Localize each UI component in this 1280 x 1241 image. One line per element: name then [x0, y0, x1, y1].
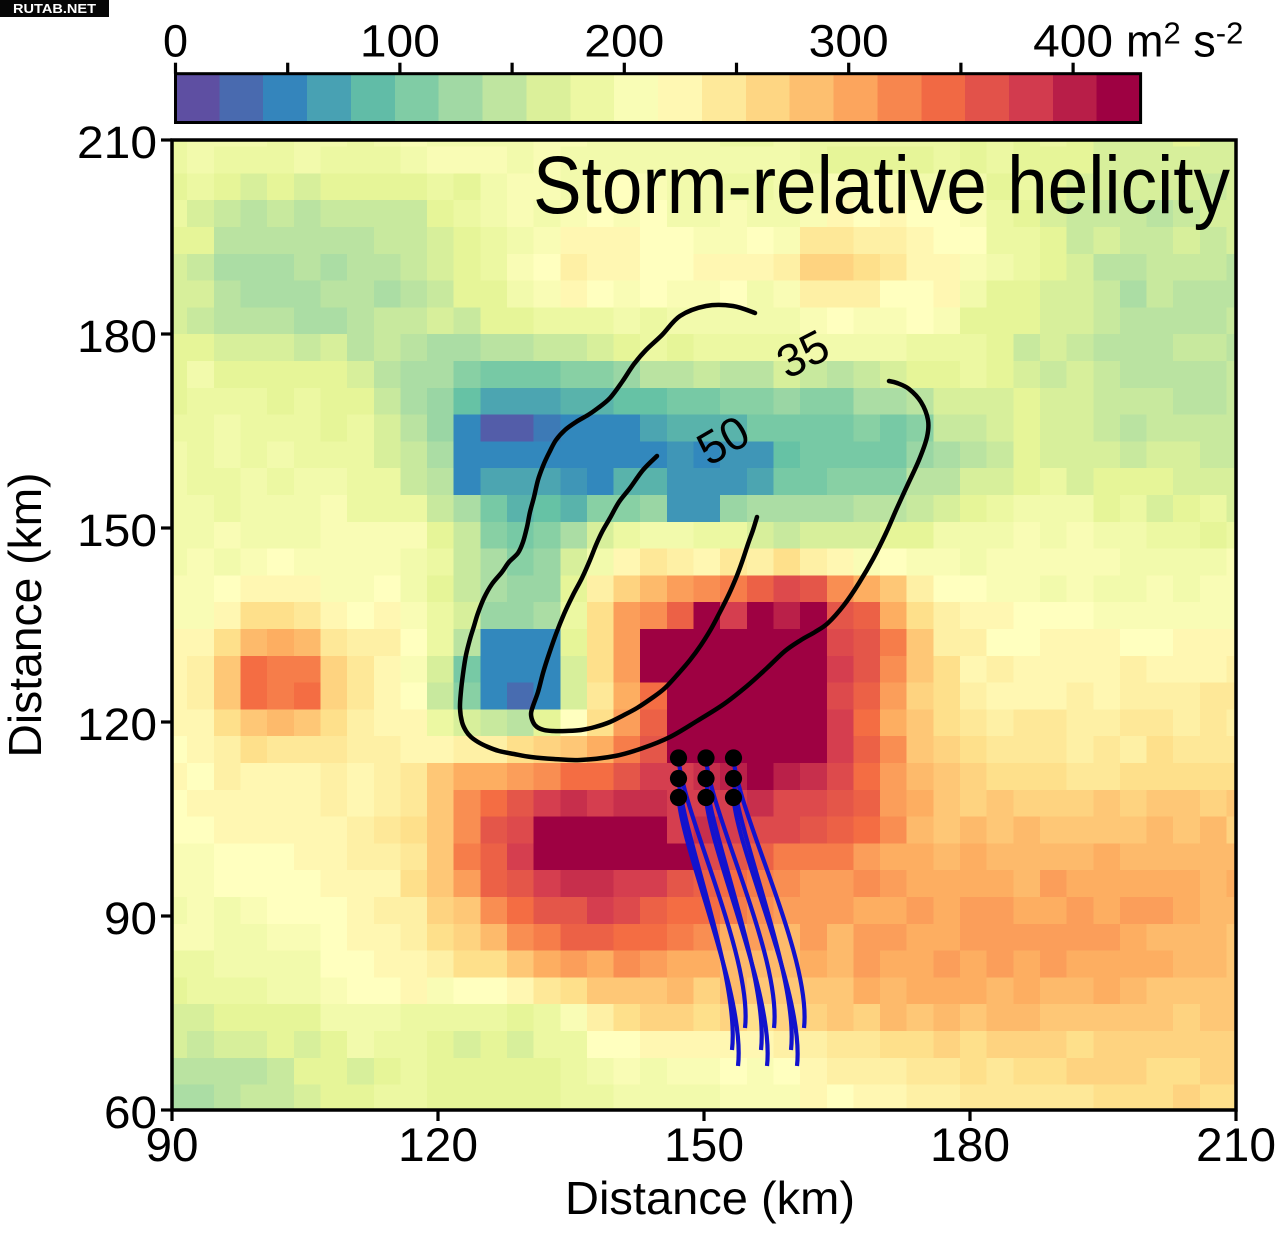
svg-text:60: 60 [104, 1087, 157, 1138]
svg-text:Distance (km): Distance (km) [0, 473, 51, 758]
svg-text:90: 90 [146, 1118, 199, 1171]
svg-text:120: 120 [398, 1118, 478, 1171]
svg-text:m2 s-2: m2 s-2 [1126, 16, 1243, 67]
svg-text:400: 400 [1033, 16, 1113, 67]
svg-text:0: 0 [163, 16, 188, 67]
svg-text:180: 180 [77, 311, 157, 362]
svg-text:150: 150 [77, 505, 157, 556]
svg-text:90: 90 [104, 893, 157, 944]
svg-text:200: 200 [584, 16, 664, 67]
svg-text:150: 150 [664, 1118, 744, 1171]
svg-text:210: 210 [1196, 1118, 1276, 1171]
svg-text:RUTAB.NET: RUTAB.NET [13, 1, 96, 16]
svg-text:210: 210 [77, 117, 157, 168]
svg-text:120: 120 [77, 699, 157, 750]
svg-text:Distance (km): Distance (km) [565, 1172, 855, 1224]
svg-text:300: 300 [809, 16, 889, 67]
svg-text:100: 100 [360, 16, 440, 67]
svg-text:Storm-relative helicity: Storm-relative helicity [533, 140, 1230, 231]
svg-text:180: 180 [930, 1118, 1010, 1171]
